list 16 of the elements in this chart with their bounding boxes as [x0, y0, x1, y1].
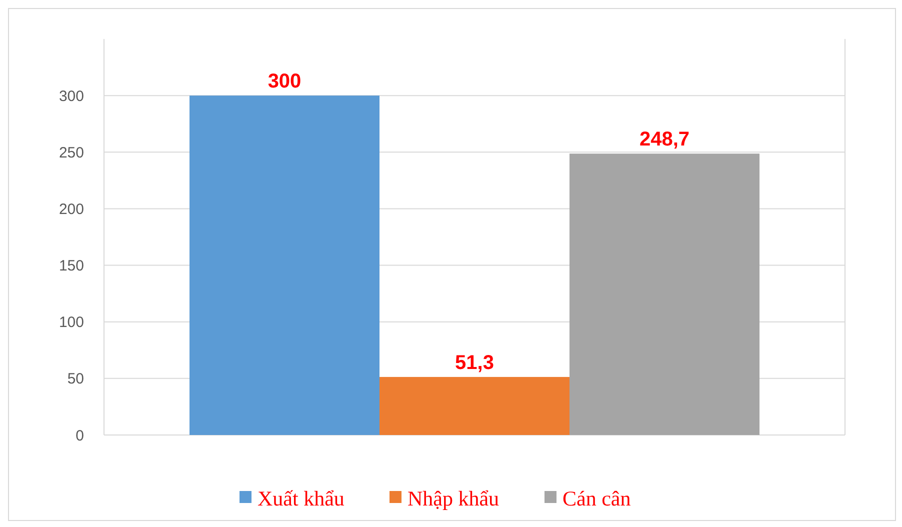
bar: [570, 154, 760, 435]
bar: [190, 96, 380, 435]
y-tick-label: 200: [58, 200, 84, 218]
y-tick-label: 50: [67, 370, 84, 388]
y-tick-label: 250: [58, 144, 84, 162]
data-label: 51,3: [455, 352, 494, 374]
legend-label: Cán cân: [562, 486, 632, 510]
y-tick-label: 150: [58, 258, 84, 275]
data-label: 248,7: [639, 128, 690, 151]
data-label: 300: [268, 70, 302, 93]
legend-label: Nhập khẩu: [408, 486, 500, 510]
y-tick-label: 100: [58, 314, 84, 332]
y-tick-label: 0: [76, 427, 84, 444]
bar: [380, 376, 570, 435]
legend-label: Xuất khẩu: [258, 486, 345, 510]
y-tick-label: 300: [58, 88, 84, 105]
